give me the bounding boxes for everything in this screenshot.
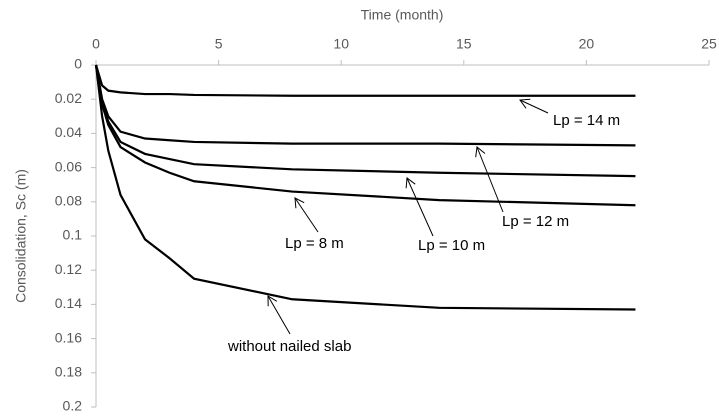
y-tick-label: 0.06 (55, 158, 82, 174)
annotation: without nailed slab (227, 338, 351, 355)
y-tick-label: 0 (74, 56, 82, 72)
y-tick-label: 0.02 (55, 90, 82, 106)
annotation: Lp = 8 m (285, 235, 344, 252)
annotation-arrow (267, 295, 291, 335)
annotation-arrow (405, 177, 434, 237)
x-axis-title: Time (month) (361, 7, 444, 23)
y-axis-title: Consolidation, Sc (m) (13, 169, 29, 303)
series-line (94, 64, 636, 311)
x-tick-label: 15 (456, 36, 472, 52)
series-line (94, 64, 636, 207)
y-tick-label: 0.18 (55, 364, 82, 380)
x-tick-label: 25 (701, 36, 717, 52)
annotation: Lp = 10 m (418, 237, 485, 254)
annotation-arrow (475, 146, 504, 213)
series-line (94, 64, 636, 147)
series-line (94, 64, 636, 97)
x-tick-label: 5 (215, 36, 223, 52)
y-tick-label: 0.2 (63, 398, 83, 414)
annotation: Lp = 14 m (553, 112, 620, 129)
x-tick-label: 0 (92, 36, 100, 52)
x-tick-label: 20 (579, 36, 595, 52)
annotation-arrow (519, 98, 549, 114)
annotation-arrow (294, 197, 319, 233)
y-tick-label: 0.12 (55, 261, 82, 277)
y-tick-label: 0.1 (63, 227, 83, 243)
y-tick-label: 0.08 (55, 193, 82, 209)
y-tick-label: 0.16 (55, 329, 82, 345)
x-tick-label: 10 (333, 36, 349, 52)
y-tick-label: 0.04 (55, 124, 82, 140)
y-tick-label: 0.14 (55, 295, 82, 311)
annotation: Lp = 12 m (502, 213, 569, 230)
